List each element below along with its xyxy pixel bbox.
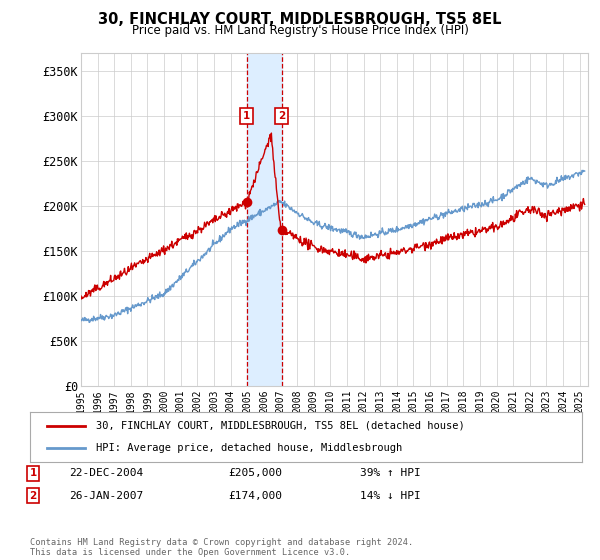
Text: 30, FINCHLAY COURT, MIDDLESBROUGH, TS5 8EL: 30, FINCHLAY COURT, MIDDLESBROUGH, TS5 8…	[98, 12, 502, 27]
Text: Contains HM Land Registry data © Crown copyright and database right 2024.
This d: Contains HM Land Registry data © Crown c…	[30, 538, 413, 557]
Text: Price paid vs. HM Land Registry's House Price Index (HPI): Price paid vs. HM Land Registry's House …	[131, 24, 469, 36]
Text: £174,000: £174,000	[228, 491, 282, 501]
Text: 39% ↑ HPI: 39% ↑ HPI	[360, 468, 421, 478]
Text: HPI: Average price, detached house, Middlesbrough: HPI: Average price, detached house, Midd…	[96, 443, 403, 453]
Text: 30, FINCHLAY COURT, MIDDLESBROUGH, TS5 8EL (detached house): 30, FINCHLAY COURT, MIDDLESBROUGH, TS5 8…	[96, 421, 465, 431]
Text: 1: 1	[243, 111, 250, 121]
Text: 14% ↓ HPI: 14% ↓ HPI	[360, 491, 421, 501]
Text: 1: 1	[29, 468, 37, 478]
Text: £205,000: £205,000	[228, 468, 282, 478]
Text: 22-DEC-2004: 22-DEC-2004	[69, 468, 143, 478]
Bar	[247, 53, 282, 386]
Text: 26-JAN-2007: 26-JAN-2007	[69, 491, 143, 501]
Text: 2: 2	[29, 491, 37, 501]
Text: 2: 2	[278, 111, 286, 121]
